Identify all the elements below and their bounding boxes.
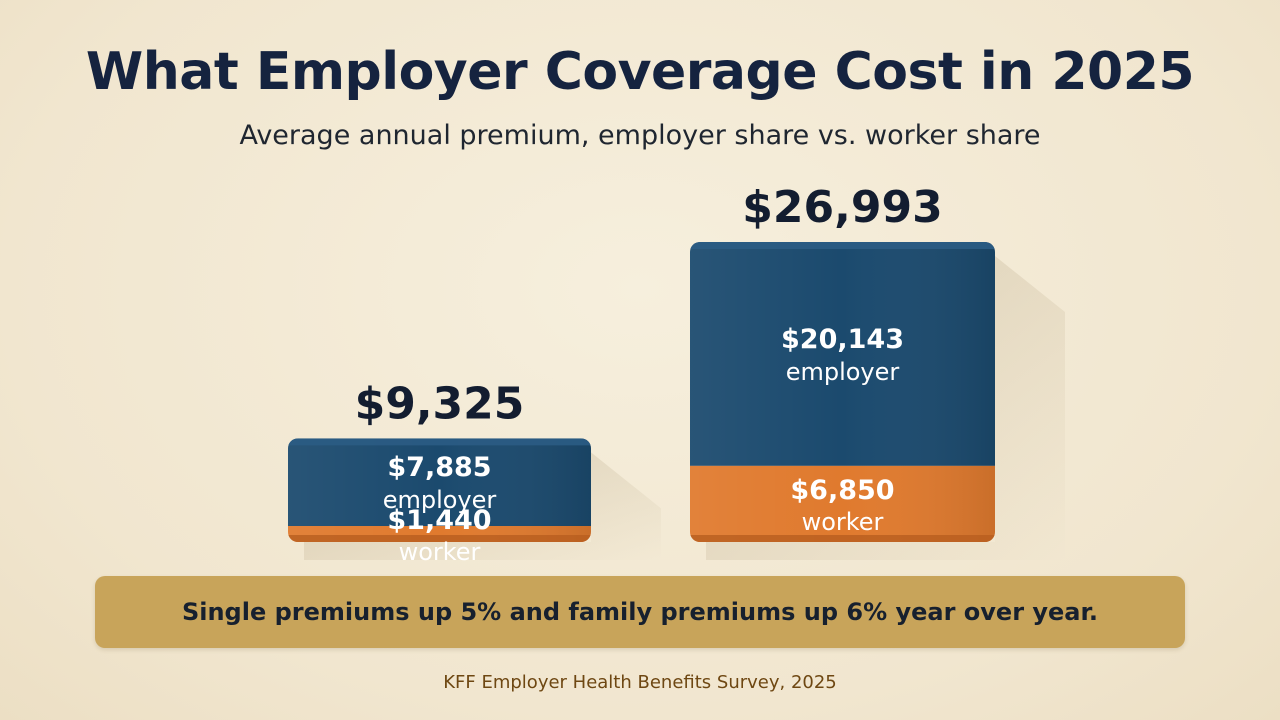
bar-total-label: $9,325	[355, 378, 525, 429]
worker-value-label: $1,440	[387, 505, 491, 536]
bar-shadow	[304, 452, 661, 560]
page-subtitle: Average annual premium, employer share v…	[239, 120, 1041, 151]
bar-shading	[288, 438, 591, 542]
bar-top-bevel	[690, 242, 995, 249]
bar-total-label: $26,993	[742, 182, 942, 233]
bar-body	[690, 242, 995, 542]
bar-body	[288, 438, 591, 542]
bar-top-bevel	[288, 438, 591, 446]
callout-banner: Single premiums up 5% and family premium…	[95, 576, 1185, 648]
page-title: What Employer Coverage Cost in 2025	[85, 42, 1195, 102]
bar-bottom-bevel	[690, 535, 995, 542]
source-note: KFF Employer Health Benefits Survey, 202…	[443, 672, 837, 693]
employer-value-label: $7,885	[387, 452, 491, 483]
bar-bottom-bevel	[288, 535, 591, 542]
worker-series-label: worker	[802, 508, 884, 536]
bar-shading	[690, 242, 995, 542]
worker-series-label: worker	[399, 538, 481, 566]
worker-value-label: $6,850	[790, 475, 894, 506]
employer-value-label: $20,143	[781, 324, 904, 355]
callout-text: Single premiums up 5% and family premium…	[181, 598, 1099, 626]
employer-series-label: employer	[383, 486, 497, 514]
employer-series-label: employer	[786, 358, 900, 386]
bar-shadow	[706, 256, 1065, 560]
